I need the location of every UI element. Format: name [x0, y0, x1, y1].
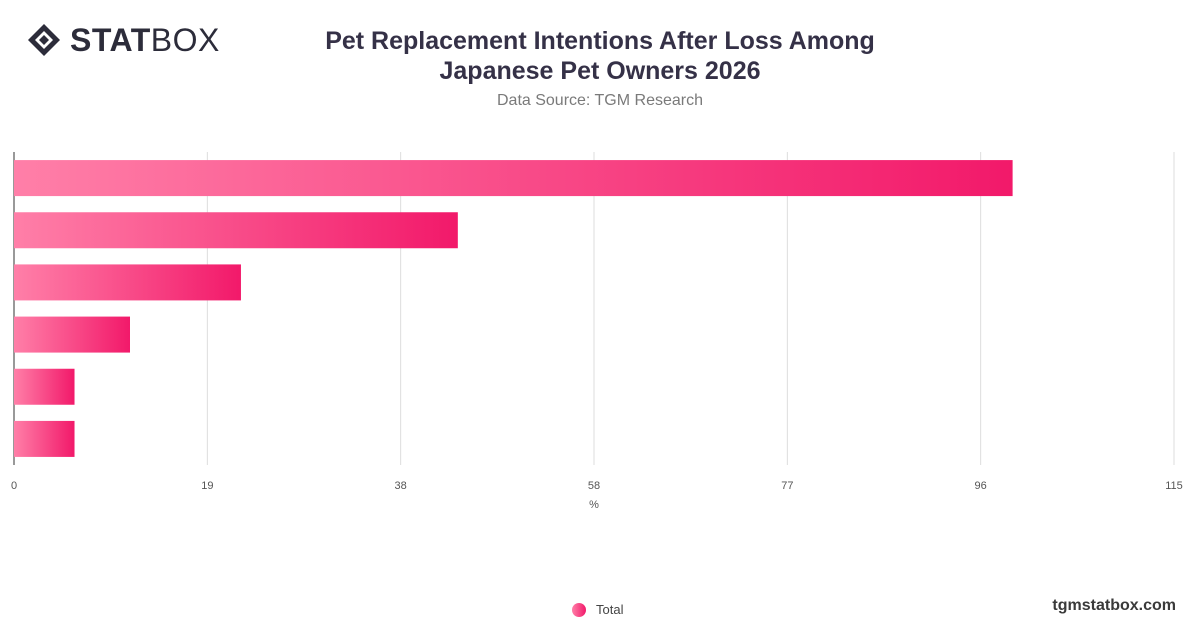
bar[interactable]: [14, 212, 458, 249]
legend[interactable]: Total: [572, 602, 623, 617]
chart-title: Pet Replacement Intentions After Loss Am…: [290, 26, 910, 86]
x-tick-label: 19: [201, 480, 213, 492]
chart-title-line1: Pet Replacement Intentions After Loss Am…: [325, 27, 875, 55]
x-axis-label: %: [589, 499, 599, 511]
brand-wordmark: STATBOX: [70, 22, 220, 58]
x-tick-label: 77: [781, 480, 793, 492]
bar[interactable]: [14, 368, 75, 405]
diamond-logo-icon: [28, 24, 60, 56]
legend-label: Total: [596, 602, 624, 617]
bar-chart: 0 19 38 58 77 96 115 %: [11, 152, 1183, 511]
chart-subtitle: Data Source: TGM Research: [496, 92, 703, 109]
bar[interactable]: [14, 160, 1013, 197]
bar[interactable]: [14, 420, 75, 457]
legend-swatch: [572, 602, 586, 617]
brand-box: BOX: [150, 22, 220, 58]
x-tick-label: 58: [588, 480, 600, 492]
x-tick-label: 115: [1165, 480, 1183, 492]
bar[interactable]: [14, 316, 130, 353]
chart-title-line2: Japanese Pet Owners 2026: [439, 57, 761, 85]
bar[interactable]: [14, 264, 241, 301]
x-tick-label: 96: [975, 480, 987, 492]
brand-stat: STAT: [70, 22, 151, 58]
x-tick-label: 0: [11, 480, 17, 492]
brand-logo: STATBOX: [26, 22, 220, 58]
site-url: tgmstatbox.com: [1052, 597, 1176, 614]
x-tick-label: 38: [395, 480, 407, 492]
